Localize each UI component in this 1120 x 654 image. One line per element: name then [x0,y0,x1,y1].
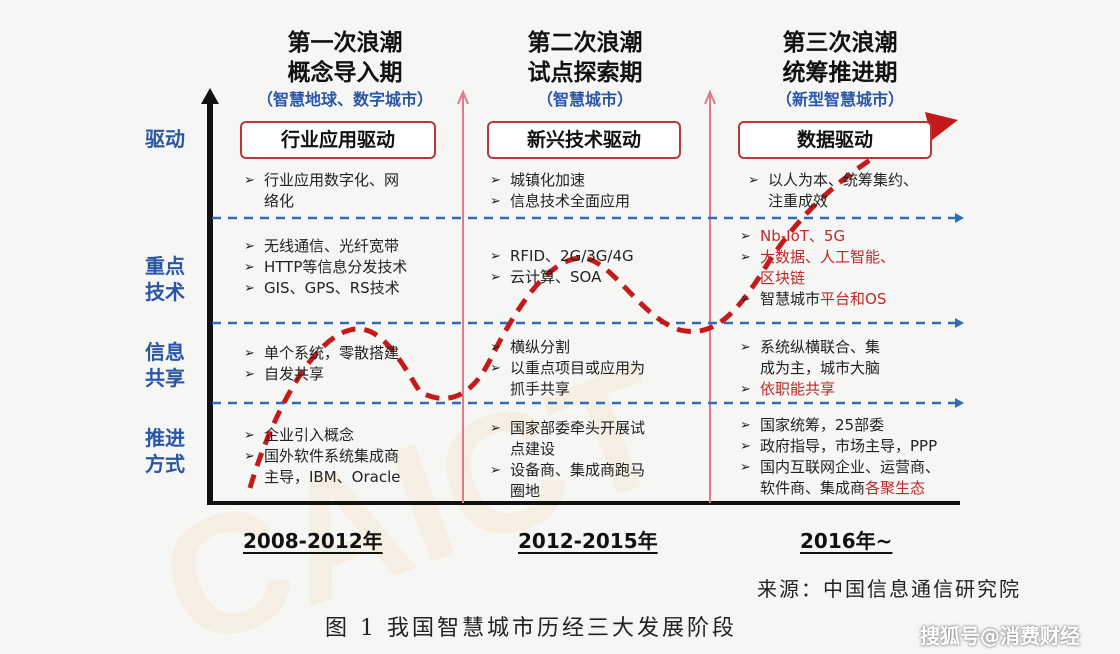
list-item: 设备商、集成商跑马 [490,460,700,481]
source-note: 来源：中国信息通信研究院 [757,577,1021,601]
list-item: 国外软件系统集成商 [244,446,459,467]
list-item: 以人为本、统筹集约、 [748,170,958,191]
row-label-tech-line2: 技术 [145,280,185,304]
list-item: RFID、2G/3G/4G [490,246,700,267]
phase-2-title-line2: 试点探索期 [527,60,643,86]
list-item: Nb-IoT、5G [740,226,955,247]
phase-2-tech-list: RFID、2G/3G/4G 云计算、SOA [490,246,700,288]
phase-1-drive-list: 行业应用数字化、网 络化 [244,170,454,212]
list-item-highlight: 各聚生态 [865,479,926,497]
list-item: 横纵分割 [490,337,700,358]
list-item-continued: 软件商、集成商各聚生态 [740,478,965,499]
phase-3-tech-list: Nb-IoT、5G 大数据、人工智能、 区块链 智慧城市平台和OS [740,226,955,310]
row-label-method-line1: 推进 [145,426,185,450]
row-label-method: 推进 方式 [130,425,200,477]
list-item: 政府指导，市场主导，PPP [740,436,965,457]
phase-1-title-line1: 第一次浪潮 [287,30,403,56]
phase-3-share-list: 系统纵横联合、集 成为主，城市大脑 依职能共享 [740,337,955,400]
phase-2-title-line1: 第二次浪潮 [527,30,643,56]
list-item: 城镇化加速 [490,170,700,191]
list-item: 以重点项目或应用为 [490,358,700,379]
phase-1-tech-list: 无线通信、光纤宽带 HTTP等信息分发技术 GIS、GPS、RS技术 [244,236,454,299]
list-item-continued: 成为主，城市大脑 [760,359,881,377]
list-item: 依职能共享 [740,379,955,400]
row-label-tech-line1: 重点 [145,254,185,278]
row-label-drive: 驱动 [145,127,185,151]
phase-3-title-line1: 第三次浪潮 [782,30,898,56]
list-item: 国家部委牵头开展试 [490,418,700,439]
phase-1-title: 第一次浪潮 概念导入期 [250,28,440,88]
row-label-tech: 重点 技术 [130,253,200,305]
list-item-continued: 区块链 [760,269,806,287]
phase-3-years: 2016年~ [800,529,893,553]
curve-arrowhead [925,112,958,140]
phase-1-share-list: 单个系统，零散搭建 自发共享 [244,343,454,385]
list-item-continued: 注重成效 [768,192,829,210]
phase-1-method-list: 企业引入概念 国外软件系统集成商 主导，IBM、Oracle [244,425,459,488]
list-item: 云计算、SOA [490,267,700,288]
phase-2-driver-box: 新兴技术驱动 [487,121,681,159]
phase-3-title: 第三次浪潮 统筹推进期 [745,28,935,88]
list-item: 国家统筹，25部委 [740,415,965,436]
vertical-axis-arrowhead [201,88,219,104]
list-item: 企业引入概念 [244,425,459,446]
list-item: 单个系统，零散搭建 [244,343,454,364]
figure-caption: 图 1 我国智慧城市历经三大发展阶段 [325,616,737,641]
sohu-watermark: 搜狐号@消费财经 [920,624,1080,648]
row-label-share-line1: 信息 [145,340,185,364]
list-item: 行业应用数字化、网 [244,170,454,191]
list-item-text: 软件商、集成商 [760,479,866,497]
list-item-continued: 络化 [264,192,295,210]
phase-3-driver-box: 数据驱动 [738,121,932,159]
phase-2-subtitle: （智慧城市） [536,90,633,109]
list-item: 国内互联网企业、运营商、 [740,457,965,478]
row-label-share-line2: 共享 [145,366,185,390]
phase-1-years: 2008-2012年 [243,529,383,553]
phase-1-subtitle: （智慧地球、数字城市） [256,90,433,109]
phase-1-driver-box: 行业应用驱动 [240,121,436,159]
list-item-continued: 抓手共享 [510,380,571,398]
phase-2-years: 2012-2015年 [518,529,658,553]
phase-2-title: 第二次浪潮 试点探索期 [490,28,680,88]
list-item: 智慧城市平台和OS [740,289,955,310]
list-item: 信息技术全面应用 [490,191,700,212]
list-item-continued: 主导，IBM、Oracle [264,468,401,486]
list-item: HTTP等信息分发技术 [244,257,454,278]
phase-3-title-line2: 统筹推进期 [782,60,898,86]
phase-3-subtitle: （新型智慧城市） [775,90,904,109]
phase-3-method-list: 国家统筹，25部委 政府指导，市场主导，PPP 国内互联网企业、运营商、 软件商… [740,415,965,499]
row-label-method-line2: 方式 [145,452,185,476]
list-item-text: 智慧城市 [760,290,821,308]
list-item-continued: 点建设 [510,440,556,458]
phase-2-drive-list: 城镇化加速 信息技术全面应用 [490,170,700,212]
list-item-continued: 圈地 [510,482,541,500]
phase-2-method-list: 国家部委牵头开展试 点建设 设备商、集成商跑马 圈地 [490,418,700,502]
list-item: 大数据、人工智能、 [740,247,955,268]
row-label-share: 信息 共享 [130,339,200,391]
row-separators [212,216,955,405]
phase-3-drive-list: 以人为本、统筹集约、 注重成效 [748,170,958,212]
phase-2-share-list: 横纵分割 以重点项目或应用为 抓手共享 [490,337,700,400]
list-item: 自发共享 [244,364,454,385]
list-item-highlight: 平台和OS [820,290,887,308]
phase-1-title-line2: 概念导入期 [287,60,403,86]
list-item: 无线通信、光纤宽带 [244,236,454,257]
list-item: GIS、GPS、RS技术 [244,278,454,299]
list-item: 系统纵横联合、集 [740,337,955,358]
